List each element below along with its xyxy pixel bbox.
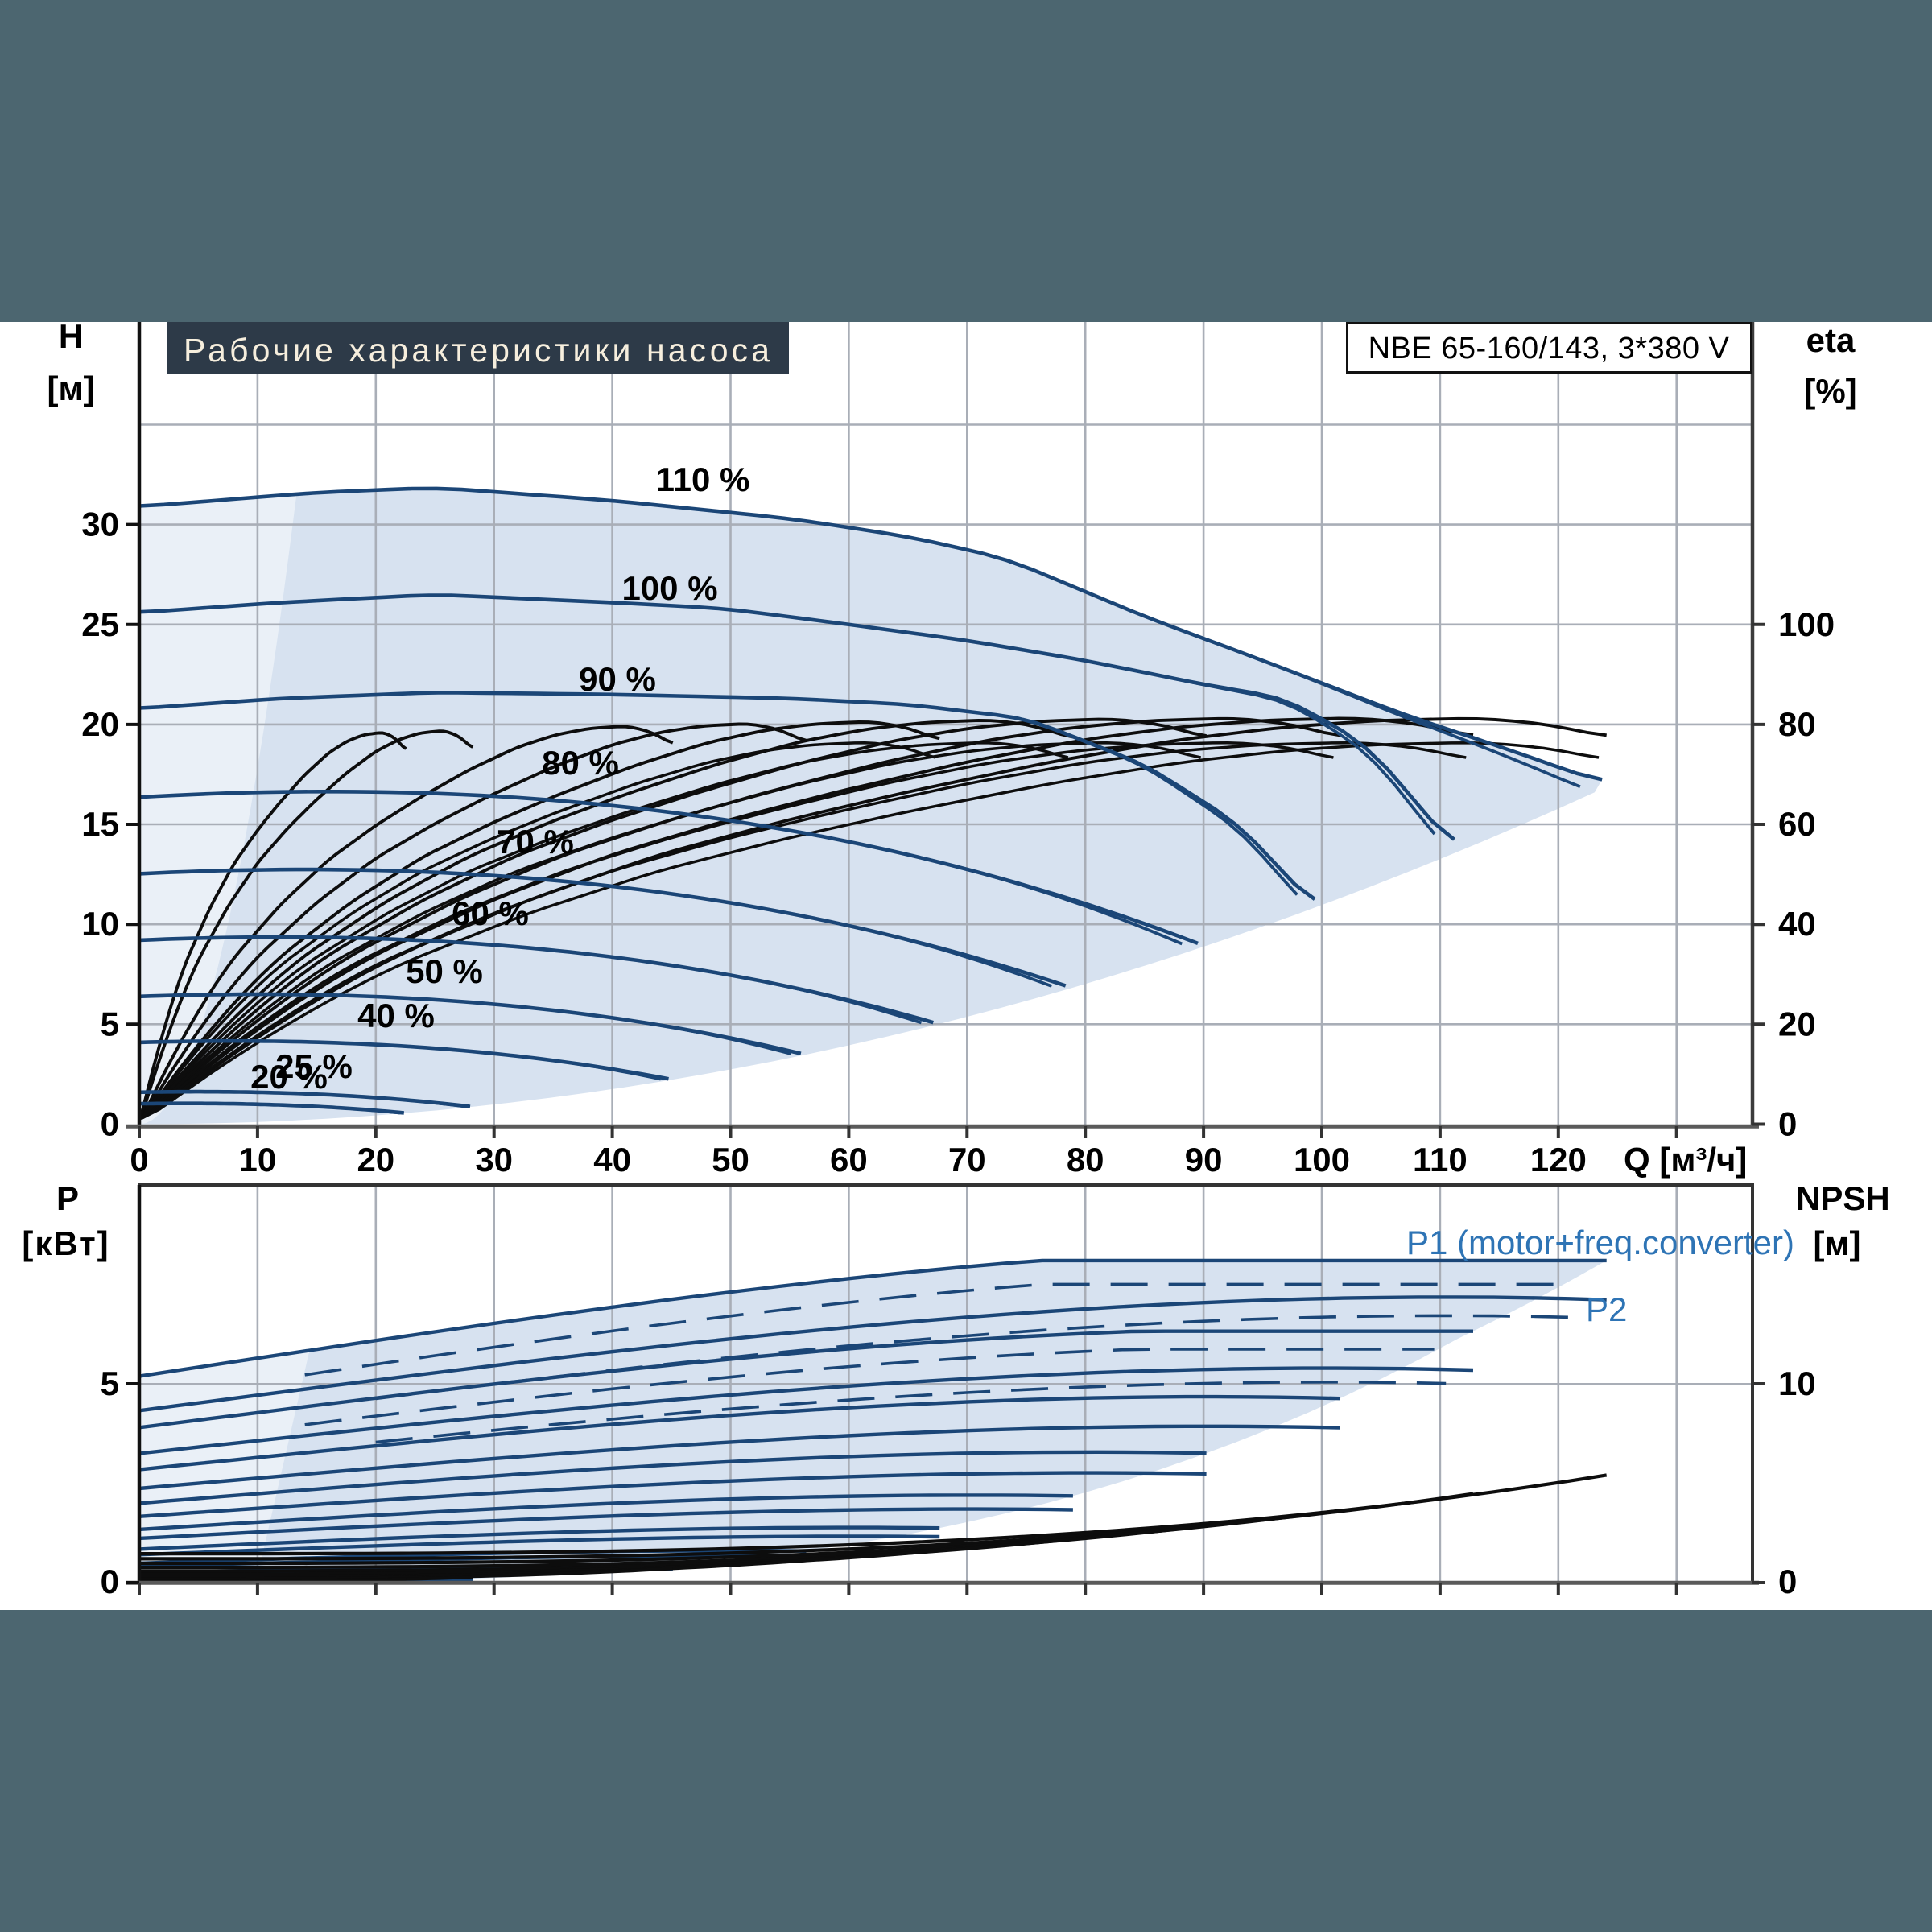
svg-text:110: 110 bbox=[1413, 1141, 1468, 1179]
svg-text:Рабочие характеристики насоса: Рабочие характеристики насоса bbox=[184, 332, 773, 369]
svg-text:110 %: 110 % bbox=[656, 460, 750, 498]
svg-text:Q [м³/ч]: Q [м³/ч] bbox=[1624, 1141, 1747, 1179]
svg-text:0: 0 bbox=[101, 1563, 119, 1600]
svg-text:H: H bbox=[59, 317, 83, 355]
svg-text:60: 60 bbox=[830, 1141, 868, 1179]
svg-text:10: 10 bbox=[239, 1141, 277, 1179]
svg-text:120: 120 bbox=[1530, 1141, 1587, 1179]
svg-text:5: 5 bbox=[101, 1005, 119, 1042]
svg-text:0: 0 bbox=[1778, 1105, 1797, 1143]
svg-text:80: 80 bbox=[1067, 1141, 1104, 1179]
svg-text:[кВт]: [кВт] bbox=[22, 1224, 109, 1262]
svg-text:[м]: [м] bbox=[47, 369, 94, 407]
svg-text:80: 80 bbox=[1778, 705, 1816, 743]
svg-text:P1 (motor+freq.converter): P1 (motor+freq.converter) bbox=[1406, 1224, 1794, 1261]
svg-text:60: 60 bbox=[1778, 805, 1816, 843]
svg-text:[м]: [м] bbox=[1813, 1224, 1860, 1262]
svg-text:NBE 65-160/143, 3*380 V: NBE 65-160/143, 3*380 V bbox=[1368, 332, 1730, 365]
svg-text:P2: P2 bbox=[1586, 1290, 1627, 1328]
svg-text:P: P bbox=[56, 1179, 79, 1217]
svg-text:[%]: [%] bbox=[1804, 372, 1856, 410]
svg-text:10: 10 bbox=[1778, 1364, 1816, 1402]
svg-text:50 %: 50 % bbox=[406, 952, 483, 990]
svg-text:70 %: 70 % bbox=[497, 823, 574, 861]
svg-text:70: 70 bbox=[948, 1141, 986, 1179]
svg-text:100 %: 100 % bbox=[621, 569, 717, 607]
svg-text:40: 40 bbox=[1778, 905, 1816, 943]
svg-text:25: 25 bbox=[81, 605, 119, 643]
svg-text:0: 0 bbox=[130, 1141, 148, 1179]
svg-text:60 %: 60 % bbox=[452, 894, 529, 932]
svg-text:40 %: 40 % bbox=[357, 997, 435, 1034]
svg-text:0: 0 bbox=[1778, 1563, 1797, 1600]
svg-text:20: 20 bbox=[357, 1141, 394, 1179]
svg-text:40: 40 bbox=[593, 1141, 631, 1179]
svg-text:80 %: 80 % bbox=[542, 744, 619, 782]
svg-text:5: 5 bbox=[101, 1364, 119, 1402]
svg-text:NPSH: NPSH bbox=[1796, 1179, 1890, 1217]
svg-text:eta: eta bbox=[1806, 321, 1856, 359]
svg-text:30: 30 bbox=[475, 1141, 513, 1179]
svg-text:90 %: 90 % bbox=[579, 660, 656, 698]
svg-text:100: 100 bbox=[1294, 1141, 1350, 1179]
svg-text:50: 50 bbox=[712, 1141, 749, 1179]
svg-text:20: 20 bbox=[1778, 1005, 1816, 1042]
svg-text:25 %: 25 % bbox=[275, 1047, 353, 1085]
svg-text:30: 30 bbox=[81, 506, 119, 543]
svg-text:20 %: 20 % bbox=[250, 1058, 328, 1096]
svg-text:20: 20 bbox=[81, 705, 119, 743]
svg-text:100: 100 bbox=[1778, 605, 1835, 643]
svg-text:10: 10 bbox=[81, 905, 119, 943]
svg-text:0: 0 bbox=[101, 1105, 119, 1143]
svg-text:90: 90 bbox=[1185, 1141, 1223, 1179]
svg-text:15: 15 bbox=[81, 805, 119, 843]
